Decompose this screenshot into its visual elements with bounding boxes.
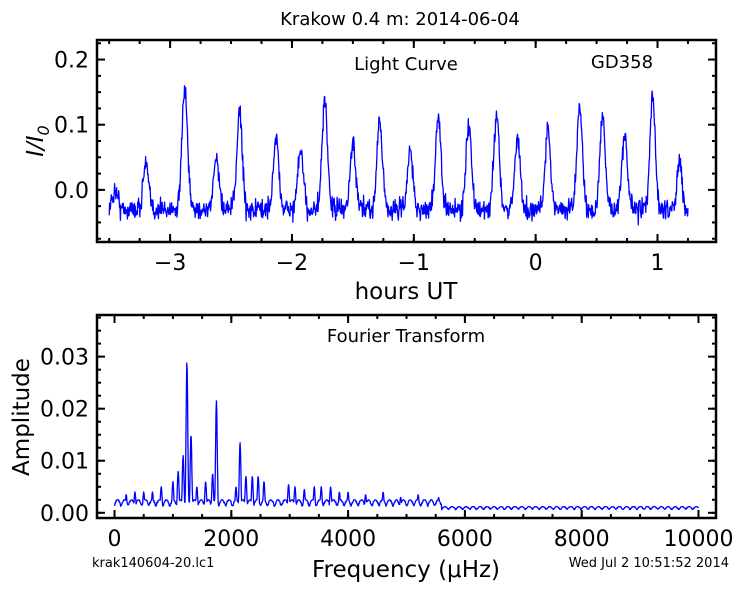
x-tick-label: −1 bbox=[398, 251, 430, 276]
y-tick-label: 0.1 bbox=[54, 114, 89, 139]
x-tick-label: 1 bbox=[651, 251, 665, 276]
y-tick-label: 0.02 bbox=[40, 398, 89, 423]
light-curve-frame bbox=[95, 38, 718, 244]
fourier-frame bbox=[95, 313, 718, 520]
x-tick-label: 2000 bbox=[203, 527, 259, 552]
light-curve-xtick-labels: −3 −2 −1 0 1 bbox=[154, 251, 665, 276]
x-tick-label: 8000 bbox=[554, 527, 610, 552]
x-tick-label: −3 bbox=[154, 251, 186, 276]
y-tick-label: 0.03 bbox=[40, 346, 89, 371]
x-tick-label: −2 bbox=[276, 251, 308, 276]
y-tick-label: 0.00 bbox=[40, 502, 89, 527]
fourier-ylabel: Amplitude bbox=[9, 358, 35, 476]
light-curve-ylabel-sub: 0 bbox=[34, 125, 53, 135]
y-tick-label: 0.2 bbox=[54, 49, 89, 74]
x-tick-label: 0 bbox=[108, 527, 122, 552]
fourier-series bbox=[113, 362, 699, 511]
fourier-annotation: Fourier Transform bbox=[327, 326, 485, 347]
fourier-panel: 0 2000 4000 6000 8000 10000 0.000.010.020.03 … bbox=[9, 313, 734, 583]
footer-timestamp: Wed Jul 2 10:51:52 2014 bbox=[569, 556, 729, 571]
x-tick-label: 0 bbox=[529, 251, 543, 276]
fourier-xtick-labels: 0 2000 4000 6000 8000 10000 bbox=[108, 527, 734, 552]
light-curve-ylabel: I/I0 bbox=[23, 125, 53, 157]
y-tick-label: 0.01 bbox=[40, 450, 89, 475]
x-tick-label: 10000 bbox=[663, 527, 733, 552]
fourier-xlabel: Frequency (μHz) bbox=[312, 557, 500, 583]
light-curve-ytick-labels: 0.0 0.1 0.2 bbox=[54, 49, 89, 204]
footer-filename: krak140604-20.lc1 bbox=[92, 556, 214, 571]
figure-title: Krakow 0.4 m: 2014-06-04 bbox=[280, 9, 520, 30]
light-curve-panel: −3 −2 −1 0 1 0.0 0.1 0.2 Light Curve GD358 hou… bbox=[23, 38, 718, 305]
fourier-ytick-labels: 0.00 0.01 0.02 0.03 bbox=[40, 346, 89, 527]
light-curve-annotation: Light Curve bbox=[354, 54, 458, 75]
x-tick-label: 4000 bbox=[320, 527, 376, 552]
light-curve-series bbox=[108, 85, 689, 226]
object-label: GD358 bbox=[591, 52, 653, 73]
light-curve-ylabel-main: I/I bbox=[23, 135, 49, 157]
x-tick-label: 6000 bbox=[437, 527, 493, 552]
light-curve-xlabel: hours UT bbox=[355, 279, 459, 305]
y-tick-label: 0.0 bbox=[54, 179, 89, 204]
